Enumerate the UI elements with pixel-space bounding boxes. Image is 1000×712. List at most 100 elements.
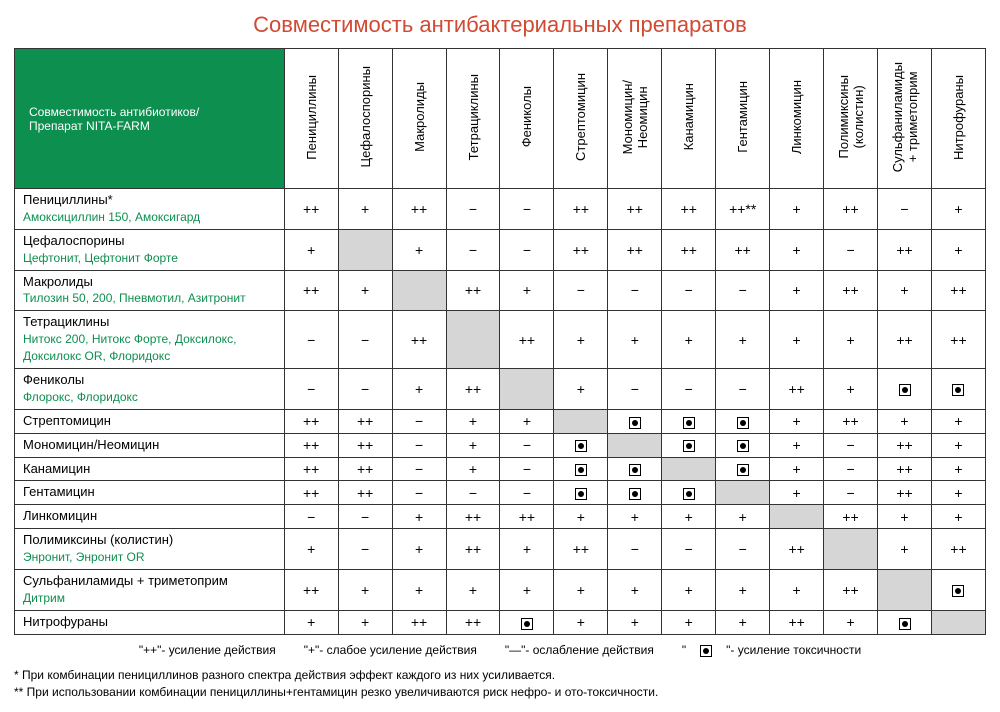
cell xyxy=(554,457,608,481)
cell: + xyxy=(878,409,932,433)
cell: + xyxy=(770,457,824,481)
col-header: Макролиды xyxy=(392,49,446,189)
col-header: Мономицин/Неомицин xyxy=(608,49,662,189)
cell xyxy=(608,409,662,433)
cell: + xyxy=(338,570,392,611)
cell xyxy=(338,229,392,270)
cell: + xyxy=(878,505,932,529)
row-header: Сульфаниламиды + триметопримДитрим xyxy=(15,570,285,611)
cell xyxy=(716,457,770,481)
cell: + xyxy=(716,311,770,369)
cell: ++ xyxy=(446,270,500,311)
cell xyxy=(554,481,608,505)
cell xyxy=(608,481,662,505)
cell xyxy=(770,505,824,529)
corner-header: Совместимость антибиотиков/Препарат NITA… xyxy=(15,49,285,189)
page-title: Совместимость антибактериальных препарат… xyxy=(14,12,986,38)
cell: ++ xyxy=(392,610,446,634)
cell: + xyxy=(500,409,554,433)
cell: − xyxy=(446,229,500,270)
cell: + xyxy=(878,529,932,570)
cell: − xyxy=(608,270,662,311)
cell: + xyxy=(392,369,446,410)
cell: + xyxy=(931,409,985,433)
cell xyxy=(500,610,554,634)
cell: − xyxy=(500,433,554,457)
cell: ++ xyxy=(338,433,392,457)
cell: + xyxy=(500,570,554,611)
cell: ++ xyxy=(554,529,608,570)
cell: − xyxy=(500,457,554,481)
cell: ++ xyxy=(500,505,554,529)
row-header: МакролидыТилозин 50, 200, Пневмотил, Ази… xyxy=(15,270,285,311)
cell: − xyxy=(338,369,392,410)
cell xyxy=(716,409,770,433)
cell: + xyxy=(770,481,824,505)
cell xyxy=(500,369,554,410)
cell: + xyxy=(338,610,392,634)
cell: ++ xyxy=(931,311,985,369)
cell: + xyxy=(824,369,878,410)
cell: + xyxy=(554,610,608,634)
cell: ++ xyxy=(878,481,932,505)
cell: ++ xyxy=(338,457,392,481)
cell: − xyxy=(338,529,392,570)
row-header: Стрептомицин xyxy=(15,409,285,433)
cell: − xyxy=(824,229,878,270)
cell: + xyxy=(338,270,392,311)
cell: + xyxy=(931,457,985,481)
cell: + xyxy=(608,570,662,611)
row-header: Мономицин/Неомицин xyxy=(15,433,285,457)
cell: − xyxy=(662,529,716,570)
cell: ++ xyxy=(878,457,932,481)
cell: + xyxy=(931,189,985,230)
cell: − xyxy=(500,481,554,505)
cell: − xyxy=(446,189,500,230)
cell: + xyxy=(662,311,716,369)
cell: − xyxy=(824,457,878,481)
col-header: Сульфаниламиды+ триметоприм xyxy=(878,49,932,189)
cell xyxy=(662,481,716,505)
cell: ++ xyxy=(878,311,932,369)
cell: ++ xyxy=(500,311,554,369)
cell xyxy=(554,433,608,457)
cell: − xyxy=(284,369,338,410)
cell: + xyxy=(554,570,608,611)
cell: + xyxy=(931,505,985,529)
cell xyxy=(878,610,932,634)
cell xyxy=(931,369,985,410)
cell: ++ xyxy=(878,433,932,457)
cell: ++ xyxy=(446,505,500,529)
cell: + xyxy=(500,270,554,311)
cell: + xyxy=(931,229,985,270)
cell: + xyxy=(608,311,662,369)
cell: ++ xyxy=(878,229,932,270)
col-header: Тетрациклины xyxy=(446,49,500,189)
legend: "++"- усиление действия"+"- слабое усиле… xyxy=(14,643,986,657)
cell: + xyxy=(770,409,824,433)
cell xyxy=(716,481,770,505)
cell: + xyxy=(500,529,554,570)
cell: + xyxy=(716,610,770,634)
cell: ++ xyxy=(284,457,338,481)
row-header: Гентамицин xyxy=(15,481,285,505)
col-header: Канамицин xyxy=(662,49,716,189)
cell: + xyxy=(931,481,985,505)
cell: ++ xyxy=(284,409,338,433)
cell xyxy=(931,610,985,634)
cell: ++ xyxy=(931,529,985,570)
cell xyxy=(878,369,932,410)
col-header: Линкомицин xyxy=(770,49,824,189)
cell: ++ xyxy=(770,529,824,570)
cell xyxy=(608,457,662,481)
cell: + xyxy=(554,311,608,369)
cell: − xyxy=(500,229,554,270)
cell: ++ xyxy=(392,189,446,230)
col-header: Пенициллины xyxy=(284,49,338,189)
cell: − xyxy=(338,311,392,369)
row-header: Нитрофураны xyxy=(15,610,285,634)
cell xyxy=(554,409,608,433)
cell: ++ xyxy=(446,529,500,570)
cell: ++ xyxy=(608,229,662,270)
cell: + xyxy=(554,369,608,410)
